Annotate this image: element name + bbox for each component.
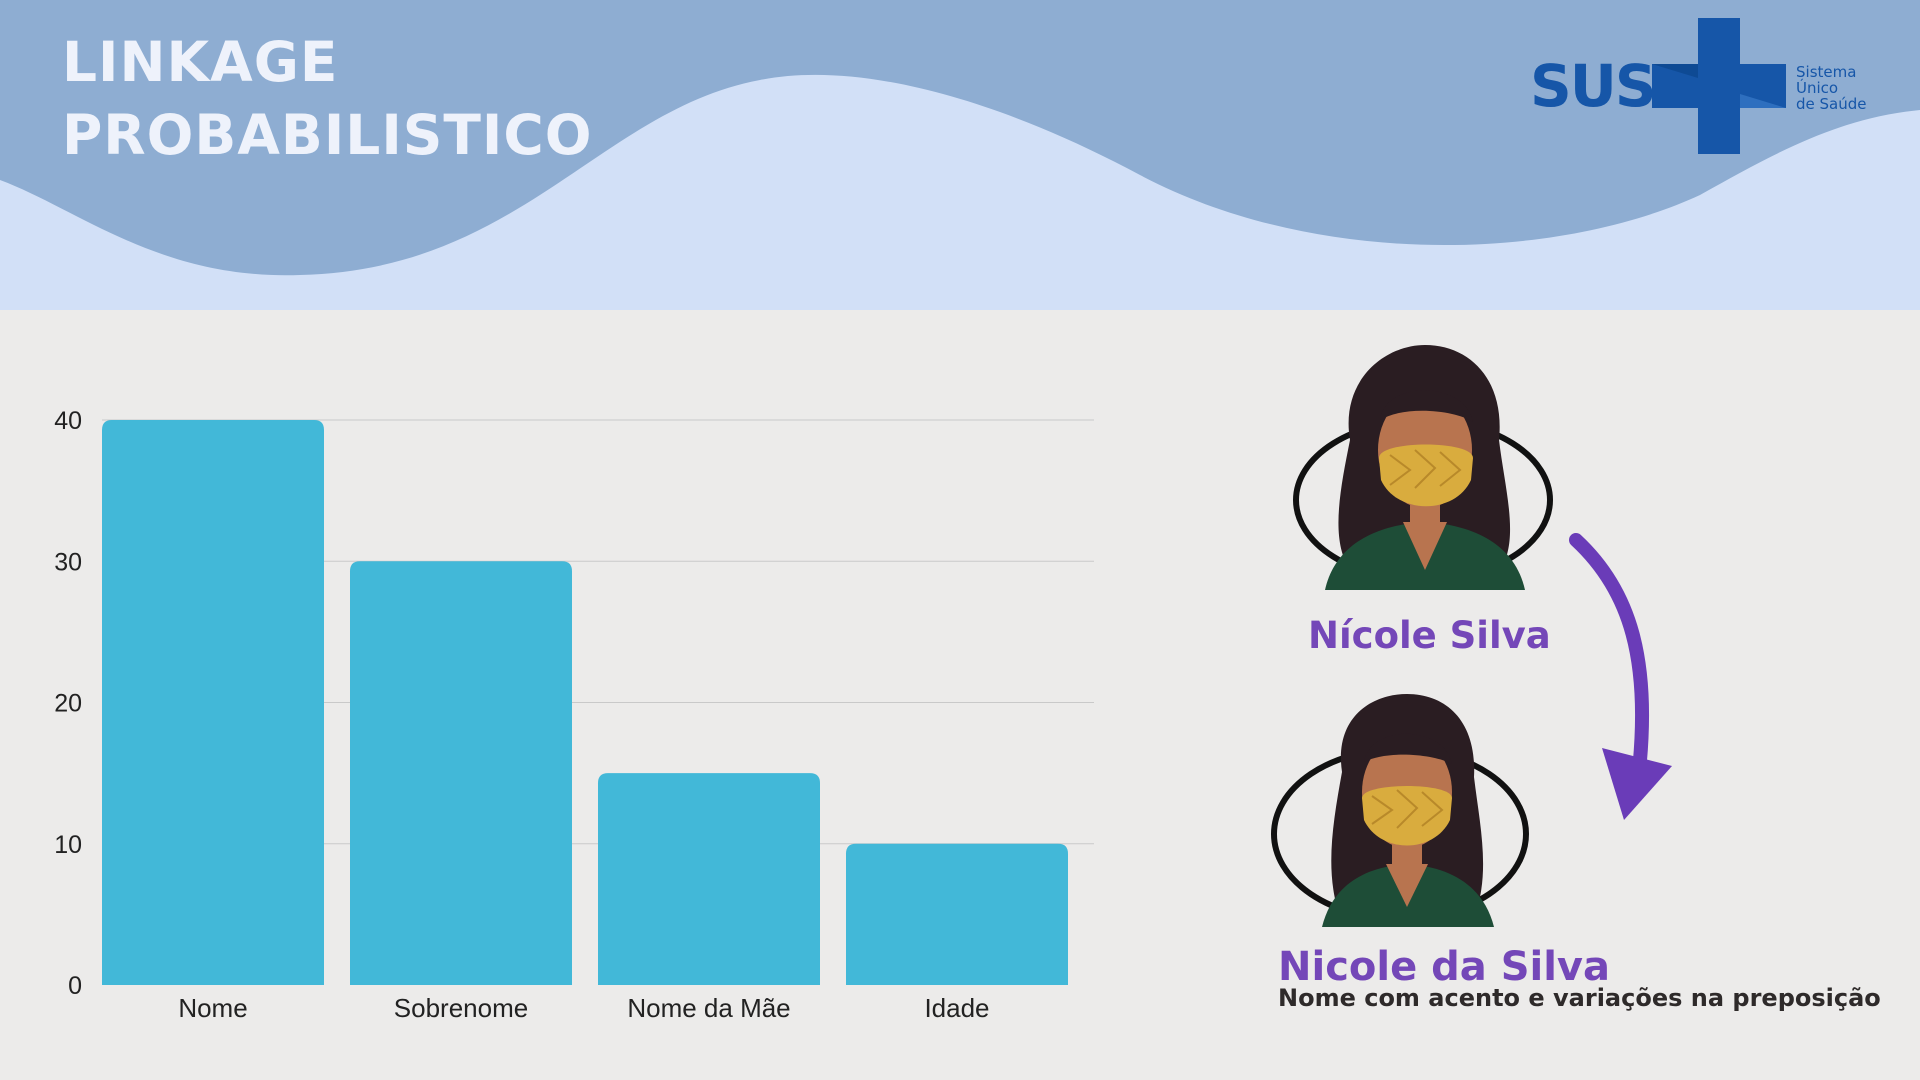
y-tick-label: 30 (54, 548, 82, 576)
x-category-label: Nome (178, 993, 247, 1023)
logo-line-2: Único (1796, 79, 1839, 97)
woman-with-mask-icon (1293, 345, 1553, 590)
bar (598, 773, 820, 985)
y-tick-label: 20 (54, 690, 82, 718)
x-category-label: Sobrenome (394, 993, 528, 1023)
page-title-line-1: LINKAGE (62, 30, 339, 94)
name-before-label: Nícole Silva (1308, 614, 1551, 657)
logo-text: SUS (1530, 52, 1657, 120)
y-tick-label: 0 (68, 972, 82, 1000)
bar-chart: 0 10 20 30 40 Nome Sobrenome Nome da Mãe Idade (54, 407, 1094, 1023)
x-category-label: Idade (924, 993, 989, 1023)
name-after-label: Nicole da Silva (1278, 944, 1610, 990)
logo-line-3: de Saúde (1796, 95, 1867, 113)
x-category-label: Nome da Mãe (627, 993, 790, 1023)
y-tick-label: 10 (54, 831, 82, 859)
illustration-caption: Nome com acento e variações na preposiçã… (1278, 984, 1881, 1012)
y-tick-label: 40 (54, 407, 82, 435)
bar (350, 561, 572, 985)
bar (102, 420, 324, 985)
page-title-line-2: PROBABILISTICO (62, 103, 593, 167)
header-background (0, 0, 1920, 310)
logo-line-1: Sistema (1796, 63, 1857, 81)
curved-arrow-down-icon (1569, 533, 1672, 820)
woman-with-mask-icon (1271, 694, 1529, 927)
cross-icon (1652, 18, 1786, 154)
bar (846, 843, 1068, 985)
